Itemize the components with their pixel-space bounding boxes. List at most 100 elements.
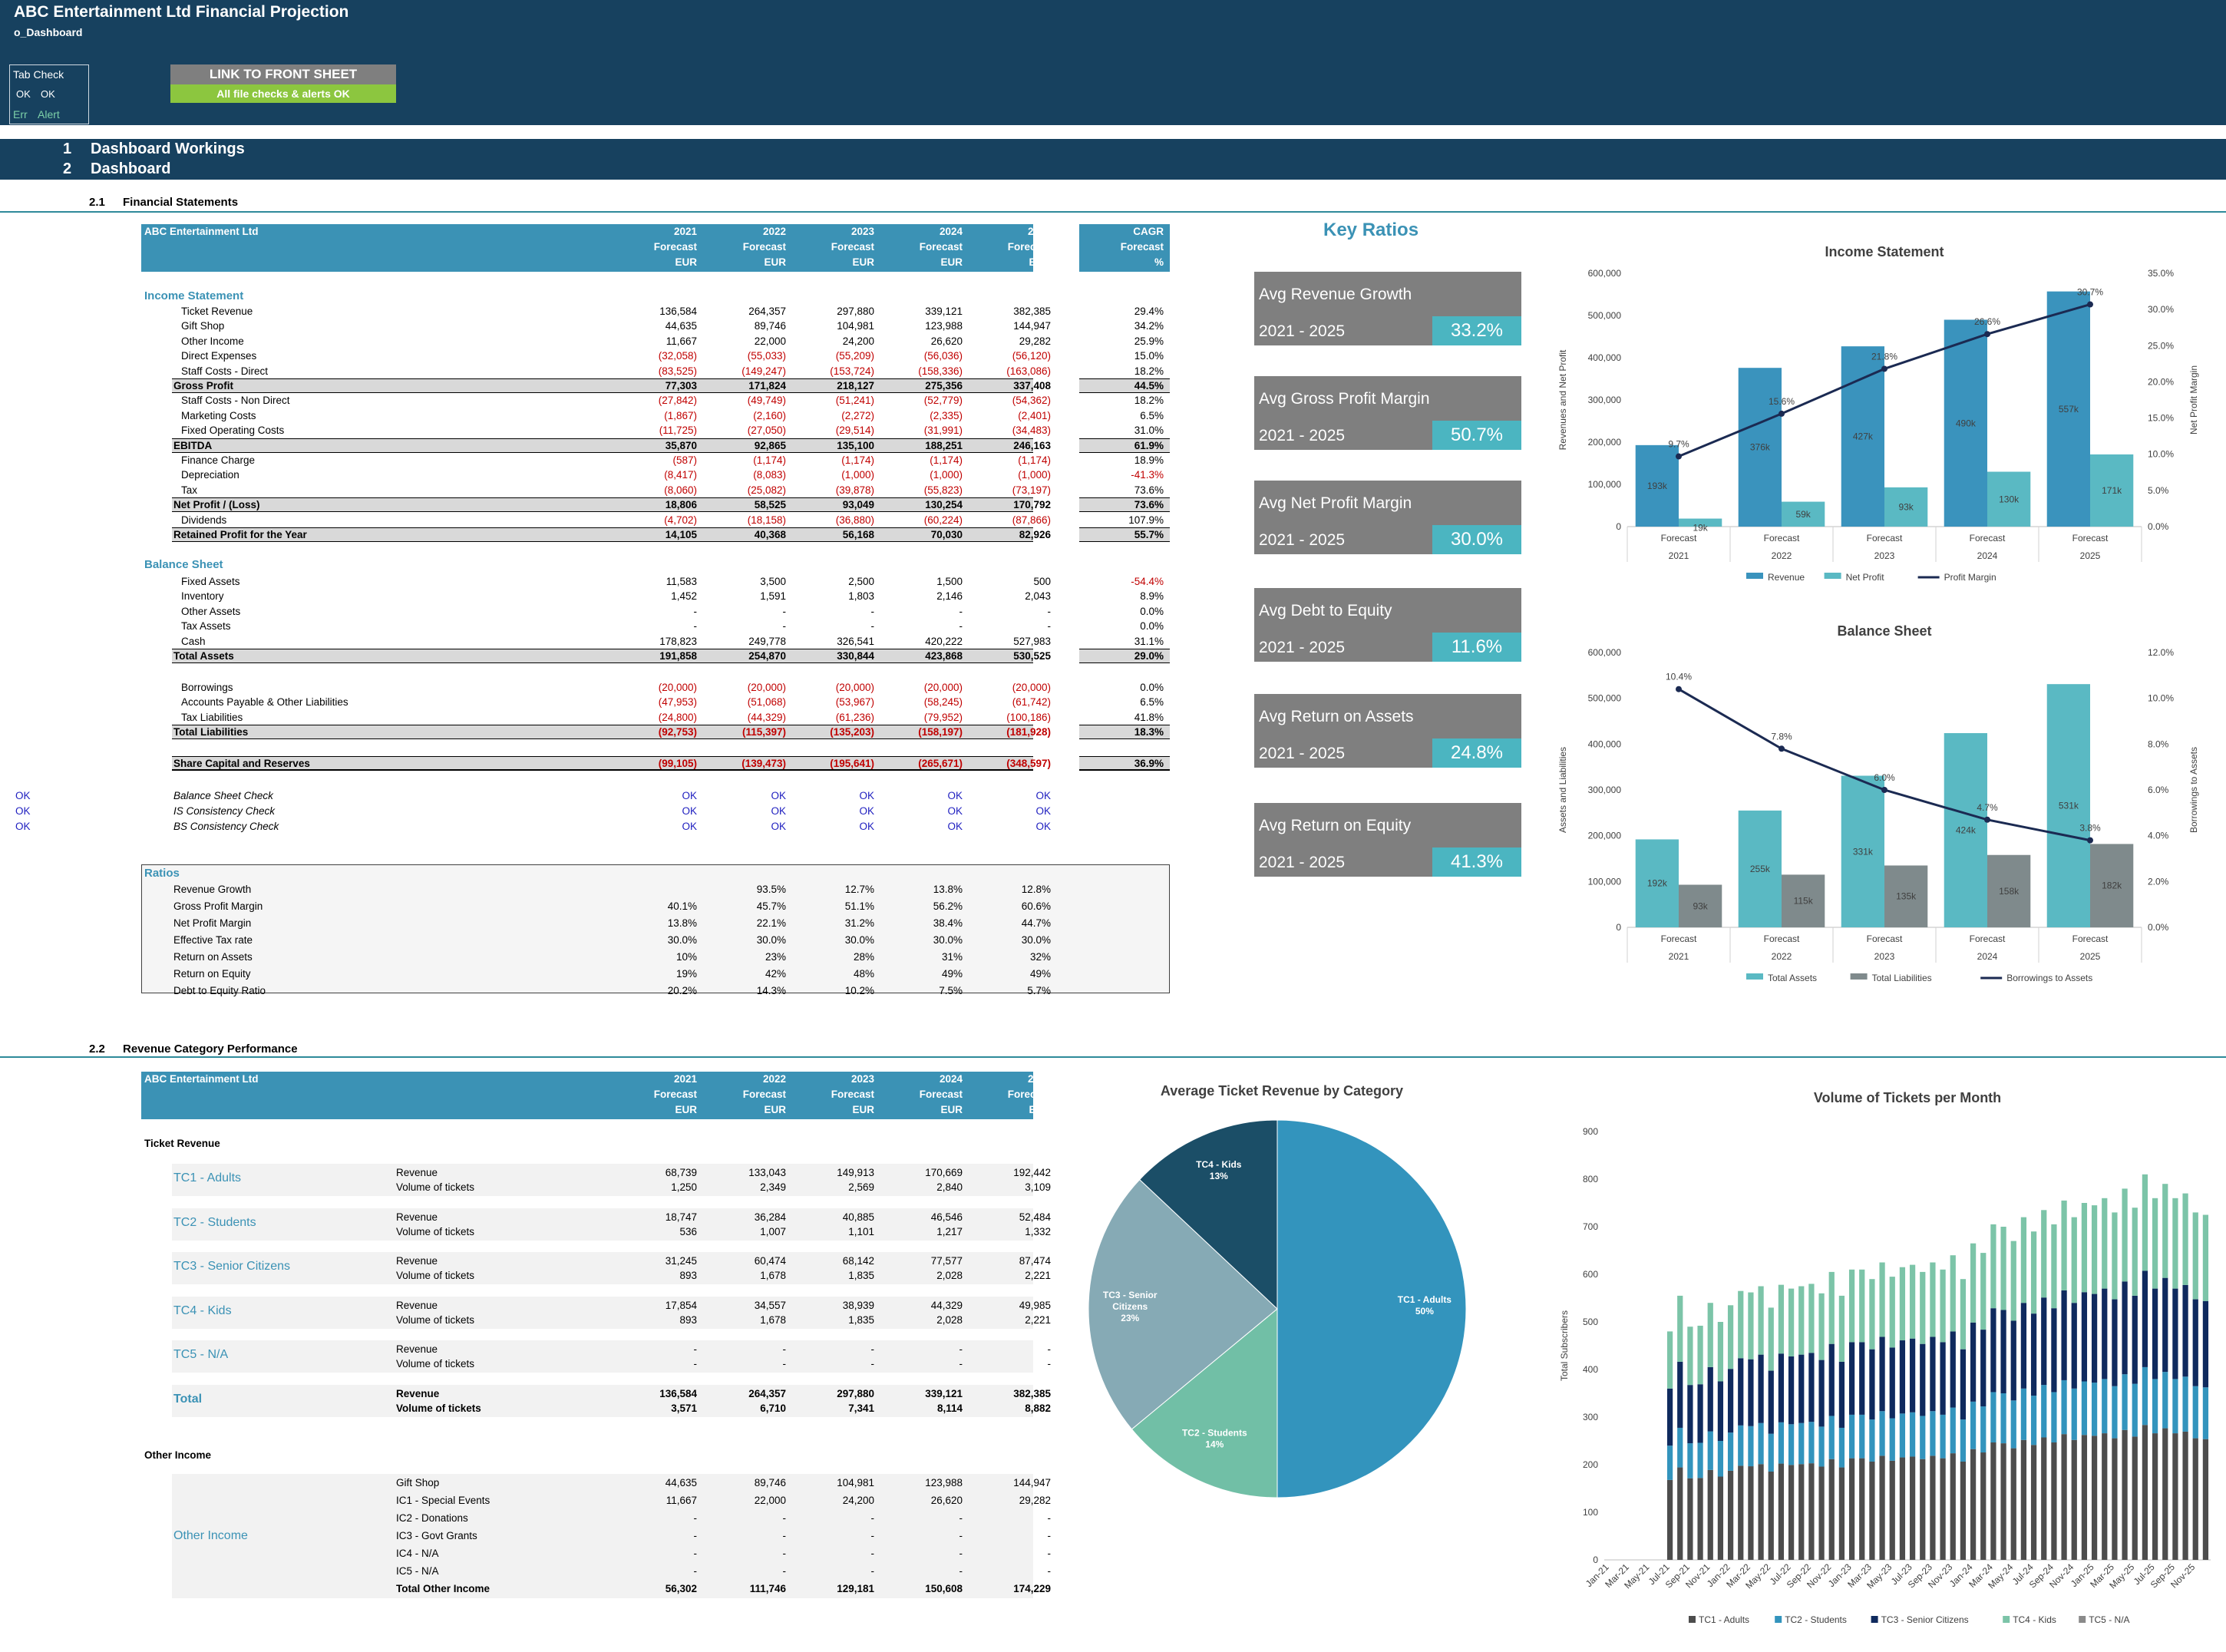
is-row-value: (2,160) xyxy=(753,409,786,421)
bs-row-value: 1,803 xyxy=(848,590,874,603)
rev-eur-header: EUR xyxy=(764,1104,786,1115)
line-point xyxy=(1676,453,1682,460)
legend-swatch xyxy=(1689,1616,1696,1623)
ratio-value: 93.5% xyxy=(756,884,786,895)
stack-tc4-kids xyxy=(2030,1231,2037,1314)
equity-bg xyxy=(172,756,1033,771)
stack-tc2-students xyxy=(1980,1406,1987,1453)
nav-num-2: 2 xyxy=(63,160,72,177)
ratio-value: 22.1% xyxy=(756,917,786,929)
other-income-value: - xyxy=(782,1548,787,1559)
bs-row-value: 191,858 xyxy=(659,650,697,662)
stack-tc1-adults xyxy=(2010,1448,2016,1560)
y-tick-label: 300 xyxy=(1583,1412,1598,1422)
bs-row-value: 254,870 xyxy=(748,650,786,662)
stack-tc4-kids xyxy=(1848,1269,1855,1343)
nav-dashboard-workings[interactable]: 1 Dashboard Workings xyxy=(0,139,2226,160)
other-income-label: IC2 - Donations xyxy=(396,1512,468,1524)
is-row-cagr: 18.9% xyxy=(1134,454,1164,466)
bs-row-value: 530,525 xyxy=(1013,650,1051,662)
is-row-value: (73,197) xyxy=(1012,484,1051,496)
category-name: TC5 - N/A xyxy=(173,1348,229,1361)
stack-tc1-adults xyxy=(2162,1428,2168,1560)
financial-statements-table: ABC Entertainment Ltd 2021 Forecast EUR 2022… xyxy=(15,224,1170,999)
is-row-cagr: 29.4% xyxy=(1134,306,1164,317)
rev-year-header: 2022 xyxy=(762,1073,786,1085)
is-row-label: Finance Charge xyxy=(181,454,256,466)
stack-tc3-senior-citizens xyxy=(1788,1356,1795,1425)
key-ratio-card: Avg Net Profit Margin 2021 - 2025 30.0% xyxy=(1254,481,1521,554)
bs-row-value: - xyxy=(693,620,698,633)
bs-row-value: - xyxy=(1047,605,1052,617)
stack-tc3-senior-citizens xyxy=(2162,1277,2168,1373)
is-row-value: 77,303 xyxy=(665,380,697,392)
liab-row-label: Tax Liabilities xyxy=(181,711,243,723)
liab-row-value: (115,397) xyxy=(741,726,786,738)
stack-tc1-adults xyxy=(1717,1476,1724,1560)
x-tick-year: 2024 xyxy=(1977,550,1998,561)
stack-tc1-adults xyxy=(1768,1471,1774,1560)
link-front-sheet-button[interactable]: LINK TO FRONT SHEET xyxy=(170,64,396,84)
stack-tc3-senior-citizens xyxy=(1748,1359,1754,1426)
is-row-value: (31,991) xyxy=(923,425,963,437)
ratios-box xyxy=(141,864,1170,993)
equity-label: Share Capital and Reserves xyxy=(173,758,310,769)
key-ratio-name: Avg Net Profit Margin xyxy=(1259,494,1412,512)
stack-tc4-kids xyxy=(1828,1271,1835,1344)
ratio-value: 38.4% xyxy=(933,917,963,929)
ratio-value: 30.0% xyxy=(756,934,786,946)
alert-label: Alert xyxy=(38,108,60,121)
ratio-value: 45.7% xyxy=(756,900,786,912)
pie-slice-tc3-senior-citizens xyxy=(1088,1178,1278,1430)
key-ratio-value: 50.7% xyxy=(1432,421,1521,450)
stack-tc2-students xyxy=(2041,1385,2047,1438)
stack-tc1-adults xyxy=(1666,1479,1673,1560)
stack-tc1-adults xyxy=(1960,1461,1967,1560)
section-num-2-1: 2.1 xyxy=(89,196,105,209)
volume-label: Volume of tickets xyxy=(396,1403,481,1414)
stack-tc3-senior-citizens xyxy=(1677,1361,1683,1428)
y-tick-label: 0 xyxy=(1616,922,1621,933)
check-label: BS Consistency Check xyxy=(173,821,279,832)
stack-tc2-students xyxy=(1990,1392,1996,1443)
other-income-value: 89,746 xyxy=(754,1477,786,1488)
stack-tc4-kids xyxy=(2051,1224,2057,1309)
y2-tick-label: 4.0% xyxy=(2148,831,2169,841)
bar-data-label: 93k xyxy=(1898,501,1914,512)
bar-revenue xyxy=(1841,346,1884,527)
nav-dashboard[interactable]: 2 Dashboard xyxy=(0,159,2226,180)
stack-tc2-students xyxy=(2112,1386,2118,1439)
line-point xyxy=(1984,331,1990,338)
y-axis-title: Assets and Liabilities xyxy=(1558,747,1568,833)
chart-title: Balance Sheet xyxy=(1837,623,1931,639)
ratio-label: Effective Tax rate xyxy=(173,934,253,946)
category-name: TC3 - Senior Citizens xyxy=(173,1260,291,1273)
stack-tc1-adults xyxy=(2132,1436,2138,1560)
other-income-label: IC3 - Govt Grants xyxy=(396,1530,477,1541)
category-revenue: - xyxy=(870,1343,875,1355)
fs-eur-header: EUR xyxy=(1029,256,1051,268)
category-volume: 1,835 xyxy=(848,1270,874,1281)
cagr-forecast-header: Forecast xyxy=(1120,241,1164,253)
legend-label: TC2 - Students xyxy=(1785,1614,1847,1625)
other-income-value: 129,181 xyxy=(837,1583,874,1594)
stack-tc3-senior-citizens xyxy=(1717,1381,1724,1441)
rev-forecast-header: Forecast xyxy=(653,1089,697,1100)
x-tick-label: Forecast xyxy=(1867,933,1903,944)
nav-num-1: 1 xyxy=(63,140,72,157)
category-volume: 1,678 xyxy=(760,1270,786,1281)
category-revenue: 382,385 xyxy=(1013,1388,1051,1399)
stack-tc4-kids xyxy=(2061,1200,2067,1290)
legend-label: Revenue xyxy=(1768,572,1805,583)
is-row-cagr: 18.2% xyxy=(1134,365,1164,377)
bar-data-label: 193k xyxy=(1647,481,1668,491)
other-income-value: - xyxy=(870,1548,875,1559)
y-tick-label: 900 xyxy=(1583,1126,1598,1137)
stack-tc2-students xyxy=(1666,1446,1673,1480)
volume-label: Volume of tickets xyxy=(396,1225,475,1237)
pie-label-pct: 13% xyxy=(1210,1171,1228,1181)
is-row-label: Staff Costs - Non Direct xyxy=(181,395,290,407)
is-row-value: (1,000) xyxy=(1018,469,1051,481)
stack-tc2-students xyxy=(1687,1443,1693,1479)
y-tick-label: 300,000 xyxy=(1588,785,1622,795)
